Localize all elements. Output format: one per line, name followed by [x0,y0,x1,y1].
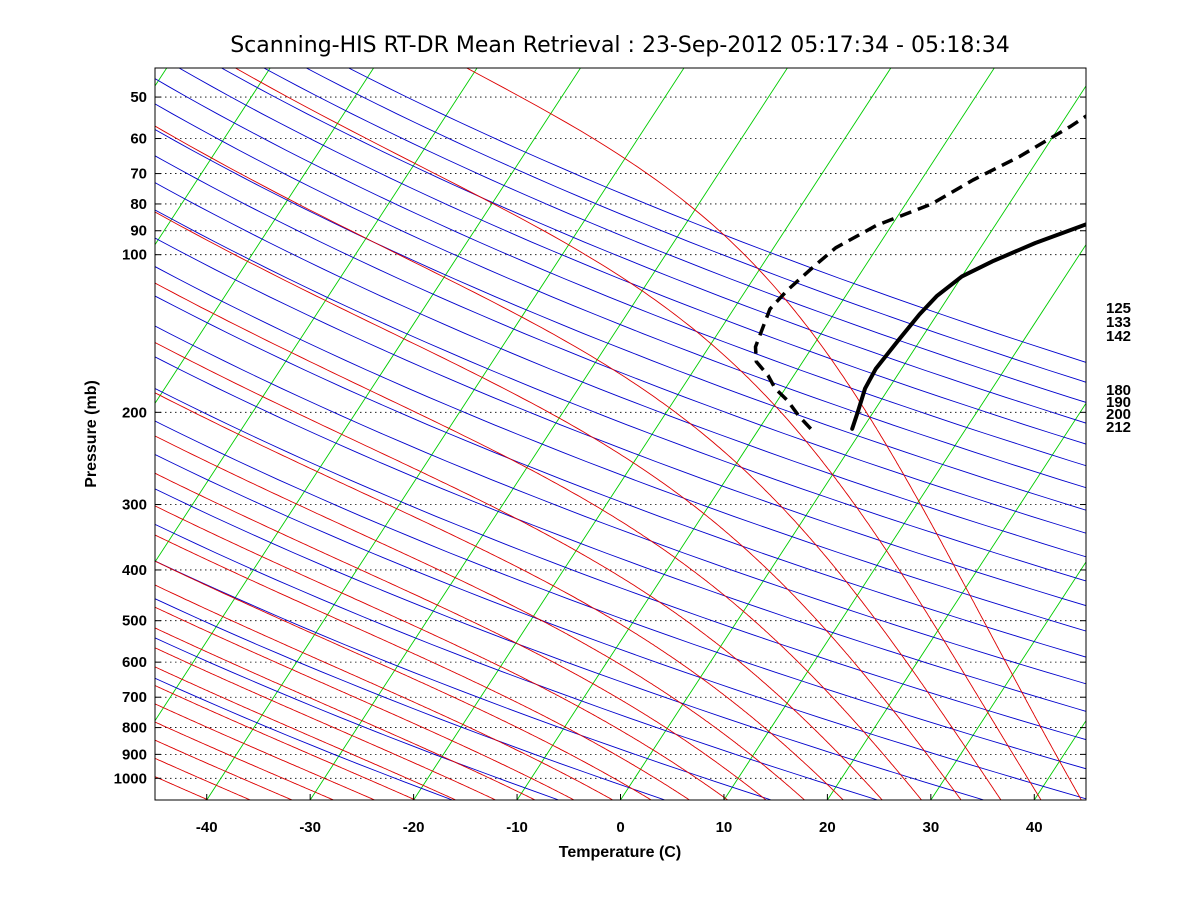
chart-title: Scanning-HIS RT-DR Mean Retrieval : 23-S… [230,33,1010,58]
moist-adiabat-line [155,647,496,800]
isotherm-line [155,68,271,246]
y-tick-label: 200 [122,404,147,421]
dry-adiabat-line [155,128,1086,511]
moist-adiabat-line [155,505,728,800]
moist-adiabat-line [155,721,334,800]
y-tick-label: 600 [122,654,147,671]
dry-adiabat-line [306,68,1086,383]
x-tick-label: 20 [819,819,836,836]
dry-adiabat-line [155,598,666,800]
moist-adiabat-line [155,534,690,800]
y-axis-label: Pressure (mb) [83,380,100,488]
solid-profile-line [850,222,1086,431]
moist-adiabat-line [155,472,767,800]
dry-adiabat-line [178,68,1086,445]
axis-ticks: 5060708090100200300400500600700800900100… [114,89,1131,836]
isotherm-line [206,68,685,800]
isotherm-line [723,243,1086,800]
dry-adiabat-line [155,182,1086,558]
x-tick-label: 0 [616,819,624,836]
moist-adiabat-line [155,606,575,800]
right-edge-label: 133 [1106,314,1131,331]
moist-adiabat-line [155,342,883,800]
y-tick-label: 90 [130,223,147,240]
dry-adiabat-line [155,325,1086,685]
plot-area [155,68,1086,800]
isotherm-line [516,68,995,800]
y-tick-label: 900 [122,746,147,763]
dry-adiabat-line [155,637,559,800]
right-edge-label: 200 [1106,406,1131,423]
moist-adiabat-line [155,392,844,800]
dry-adiabat-line [155,103,1086,489]
moist-adiabat-line [155,739,293,800]
moist-adiabat-line [155,757,251,800]
x-tick-label: 30 [922,819,939,836]
dry-adiabat-line [348,68,1086,363]
right-edge-label: 125 [1106,300,1131,317]
x-tick-label: 40 [1026,819,1043,836]
y-tick-label: 400 [122,562,147,579]
dry-adiabat-line [155,155,1086,534]
y-tick-label: 60 [130,131,147,148]
moist-adiabat-line [155,685,416,800]
moist-adiabat-line [235,68,1042,800]
dry-adiabat-line [155,388,1086,741]
moist-adiabat-line [155,211,962,800]
x-tick-label: -10 [506,819,528,836]
thermodynamic-background [155,68,1086,800]
moist-adiabat-line [155,282,922,800]
x-axis-label: Temperature (C) [559,844,681,861]
isotherm-line [930,561,1086,800]
right-edge-label: 190 [1106,394,1131,411]
dry-adiabat-line [155,266,1086,632]
moist-adiabat-line [155,584,614,800]
moist-adiabat-line [155,125,1002,800]
y-tick-label: 50 [130,89,147,106]
dry-adiabat-line [155,78,1086,467]
dry-adiabat-line [155,356,1086,712]
dry-adiabat-line [221,68,1086,424]
dry-adiabat-line [155,237,1086,607]
x-tick-label: -30 [299,819,321,836]
dry-adiabat-line [155,523,878,800]
moist-adiabat-line [155,666,456,800]
moist-adiabat-line [155,560,652,800]
dry-adiabat-line [155,560,772,800]
y-tick-label: 500 [122,613,147,630]
x-tick-label: -20 [403,819,425,836]
y-tick-label: 80 [130,196,147,213]
profile-series [753,114,1086,431]
dashed-profile-line [753,114,1086,430]
dry-adiabat-line [155,209,1086,582]
pressure-gridlines [155,96,1086,779]
right-edge-label: 142 [1106,328,1131,345]
isotherm-line [620,85,1086,800]
y-tick-label: 1000 [114,770,147,787]
dry-adiabat-line [155,295,1086,658]
right-edge-label: 180 [1106,382,1131,399]
isotherm-line [309,68,788,800]
isotherm-line [827,402,1086,800]
dry-adiabat-line [155,420,1086,770]
moist-adiabat-line [466,68,1082,800]
isotherm-line [155,68,374,405]
moist-adiabat-line [155,703,375,800]
dry-adiabat-line [155,488,985,800]
moist-adiabat-line [155,627,536,800]
y-tick-label: 800 [122,720,147,737]
y-tick-label: 700 [122,689,147,706]
x-tick-label: -40 [196,819,218,836]
right-edge-label: 212 [1106,419,1131,436]
dry-adiabat-line [263,68,1086,403]
moist-adiabat-line [155,435,805,800]
x-tick-label: 10 [716,819,733,836]
y-tick-label: 300 [122,497,147,514]
y-tick-label: 70 [130,166,147,183]
y-tick-label: 100 [122,247,147,264]
